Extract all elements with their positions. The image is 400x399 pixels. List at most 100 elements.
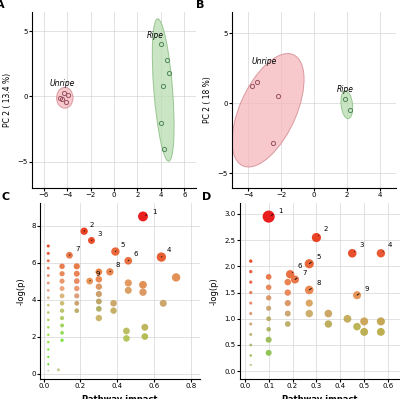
Point [96, 315, 102, 321]
Point [96, 276, 102, 282]
Point [266, 213, 272, 220]
Point [284, 289, 291, 296]
Point [173, 274, 179, 280]
Point [361, 318, 367, 325]
Point [45, 324, 52, 330]
Point [266, 305, 272, 312]
Point [74, 293, 80, 299]
Point [248, 269, 254, 275]
Point [45, 339, 52, 345]
Text: Unripe: Unripe [252, 57, 277, 66]
Text: D: D [202, 192, 211, 202]
Text: 9: 9 [357, 286, 369, 295]
Text: 3: 3 [92, 231, 102, 241]
Ellipse shape [232, 53, 304, 167]
Point [292, 276, 298, 282]
Point [74, 308, 80, 314]
Y-axis label: PC 2 ( 18 %): PC 2 ( 18 %) [203, 76, 212, 123]
Point [142, 324, 148, 330]
Point [306, 300, 312, 306]
Point [59, 271, 65, 277]
Text: 4: 4 [383, 242, 392, 251]
X-axis label: Pathway impact: Pathway impact [282, 395, 358, 399]
Point [306, 310, 312, 317]
Point [74, 285, 80, 292]
Text: 5: 5 [309, 254, 321, 264]
Ellipse shape [341, 91, 353, 119]
Point [59, 293, 65, 299]
Point [45, 332, 52, 338]
Point [45, 243, 52, 249]
Point [45, 287, 52, 294]
Point [284, 300, 291, 306]
Point [59, 330, 65, 336]
Point [266, 350, 272, 356]
Point [45, 294, 52, 301]
Point [96, 291, 102, 297]
Point [123, 328, 130, 334]
Point [125, 258, 132, 264]
Ellipse shape [152, 19, 174, 161]
Point [266, 316, 272, 322]
Point [266, 274, 272, 280]
Point [45, 309, 52, 316]
X-axis label: PC 1 ( 63 %): PC 1 ( 63 %) [90, 203, 138, 212]
Text: 5: 5 [116, 242, 125, 251]
Text: Ripe: Ripe [147, 31, 164, 40]
Point [248, 300, 254, 306]
Point [313, 234, 320, 241]
Point [45, 273, 52, 279]
Point [125, 280, 132, 286]
Point [158, 254, 164, 260]
Point [248, 331, 254, 338]
Text: Unripe: Unripe [50, 79, 75, 88]
Point [81, 228, 87, 234]
Point [248, 258, 254, 264]
Point [66, 252, 73, 259]
Point [287, 271, 293, 277]
Point [59, 337, 65, 344]
Text: 8: 8 [309, 280, 321, 290]
Point [248, 342, 254, 348]
Point [112, 248, 119, 255]
Ellipse shape [57, 87, 73, 108]
Point [284, 279, 291, 285]
Point [45, 317, 52, 323]
Point [45, 265, 52, 271]
Point [96, 298, 102, 304]
Point [306, 287, 312, 293]
Text: 1: 1 [271, 208, 283, 215]
Point [59, 278, 65, 284]
Point [59, 308, 65, 314]
Point [248, 362, 254, 368]
Point [378, 318, 384, 325]
Point [74, 271, 80, 277]
Point [344, 316, 351, 322]
Point [248, 352, 254, 359]
Text: 6: 6 [292, 263, 302, 273]
Point [349, 250, 356, 257]
Point [74, 263, 80, 269]
Point [266, 284, 272, 290]
X-axis label: Pathway impact: Pathway impact [82, 395, 158, 399]
Text: 2: 2 [318, 226, 328, 236]
Point [96, 269, 102, 275]
Point [284, 310, 291, 317]
Text: C: C [2, 192, 10, 202]
Point [325, 310, 332, 317]
Point [378, 329, 384, 335]
Point [59, 285, 65, 292]
Y-axis label: PC 2 ( 13.4 %): PC 2 ( 13.4 %) [3, 73, 12, 127]
Point [45, 346, 52, 353]
Point [160, 300, 166, 306]
Point [123, 335, 130, 342]
Point [140, 213, 146, 219]
Point [59, 263, 65, 269]
Text: 8: 8 [110, 262, 120, 272]
Text: B: B [196, 0, 204, 10]
Point [96, 283, 102, 290]
Point [45, 258, 52, 264]
Point [378, 250, 384, 257]
Y-axis label: -log(p): -log(p) [210, 277, 219, 305]
Point [248, 279, 254, 285]
